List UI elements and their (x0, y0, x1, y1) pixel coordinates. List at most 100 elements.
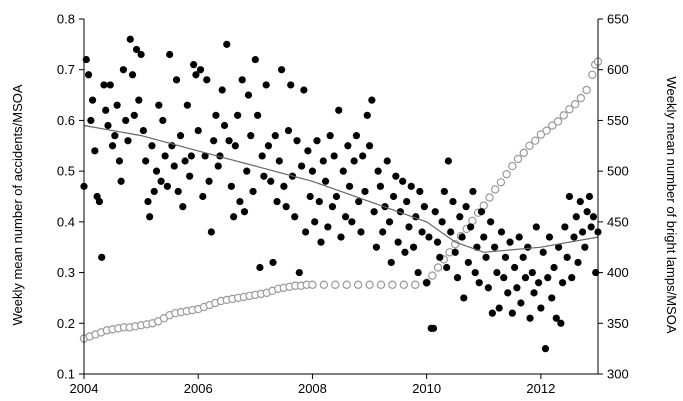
lamp-point (559, 111, 568, 120)
lamp-point (542, 126, 551, 135)
accident-point (234, 111, 242, 119)
accident-point (201, 152, 209, 160)
accident-point (262, 81, 270, 89)
accident-point (88, 96, 97, 104)
accident-point (119, 66, 128, 74)
accident-point (589, 213, 598, 221)
lamp-point (376, 280, 386, 289)
accident-point (458, 233, 466, 241)
accident-point (236, 197, 244, 206)
accident-point (150, 187, 158, 196)
accident-point (95, 197, 104, 206)
accident-point (484, 284, 492, 292)
accident-point (108, 142, 117, 150)
accident-point (493, 268, 501, 277)
y-ticks-right: 300 350 400 450 500 550 600 650 (598, 12, 629, 382)
accident-point (500, 274, 508, 282)
accident-point (170, 162, 178, 170)
accident-point (332, 192, 341, 201)
accident-point (243, 167, 251, 175)
accident-point (495, 304, 503, 312)
lamp-point (570, 99, 580, 109)
accident-point (124, 137, 132, 145)
accident-point (517, 299, 525, 307)
accident-point (532, 223, 540, 231)
lamp-point (536, 130, 546, 139)
accident-point (166, 50, 174, 59)
lamp-point (319, 280, 329, 289)
accident-point (401, 248, 409, 256)
accident-point (357, 228, 365, 236)
accident-point (471, 268, 479, 277)
accident-point (258, 152, 266, 160)
accident-point (207, 228, 215, 236)
accident-point (480, 233, 488, 241)
accident-point (326, 132, 334, 140)
accident-point (225, 137, 233, 145)
lamp-point (582, 85, 591, 95)
accident-point (409, 243, 418, 251)
accident-point (212, 111, 220, 119)
accident-point (425, 233, 433, 241)
accident-point (210, 137, 218, 145)
accident-point (355, 197, 363, 206)
accident-point (295, 268, 303, 277)
lamp-point (308, 280, 317, 289)
accident-point (273, 197, 281, 206)
y-right-tick-label: 350 (607, 316, 629, 331)
lamp-point (331, 280, 340, 289)
series-bright-lamps (79, 57, 603, 343)
accident-point (84, 71, 93, 79)
accident-point (497, 228, 506, 236)
accident-point (254, 111, 262, 119)
accident-point (403, 197, 411, 206)
accident-point (148, 142, 156, 150)
x-ticks: 2004 2006 2008 2010 2012 (70, 374, 555, 396)
x-tick-label: 2012 (526, 381, 555, 396)
accident-point (460, 294, 468, 302)
accident-point (142, 157, 150, 165)
accident-point (581, 243, 589, 251)
accident-point (218, 86, 226, 94)
accident-point (220, 121, 229, 130)
accident-point (544, 274, 552, 282)
accident-point (324, 223, 332, 231)
y-right-tick-label: 650 (607, 12, 629, 27)
y-left-tick-label: 0.4 (57, 214, 75, 229)
accident-point (491, 243, 499, 251)
accident-point (405, 223, 413, 231)
accident-point (348, 218, 356, 226)
accident-point (418, 228, 426, 236)
accident-point (199, 192, 207, 201)
accident-point (264, 142, 273, 150)
accident-point (506, 238, 514, 246)
accident-point (159, 116, 167, 125)
lamp-point (496, 178, 506, 187)
accident-point (548, 294, 556, 302)
accident-point (557, 319, 565, 327)
accident-point (443, 263, 451, 272)
accident-point (100, 81, 108, 89)
lamp-point (576, 93, 586, 103)
lamp-point (548, 121, 557, 130)
accident-point (433, 238, 442, 246)
plot-area (79, 35, 603, 353)
lamp-point (588, 70, 597, 79)
series-accidents (80, 35, 602, 353)
accident-point (300, 86, 308, 94)
accident-point (179, 203, 187, 211)
accident-point (524, 243, 532, 251)
accident-point (554, 243, 563, 251)
accident-point (565, 192, 574, 201)
accident-point (561, 223, 569, 231)
lamp-point (388, 280, 397, 289)
accident-point (111, 132, 119, 140)
accident-point (359, 152, 367, 160)
y-right-tick-label: 300 (607, 367, 629, 382)
accident-point (98, 253, 106, 261)
accident-point (374, 167, 382, 175)
accident-point (146, 213, 154, 221)
accident-point (319, 157, 327, 165)
accident-point (330, 152, 338, 160)
accident-point (420, 203, 428, 211)
